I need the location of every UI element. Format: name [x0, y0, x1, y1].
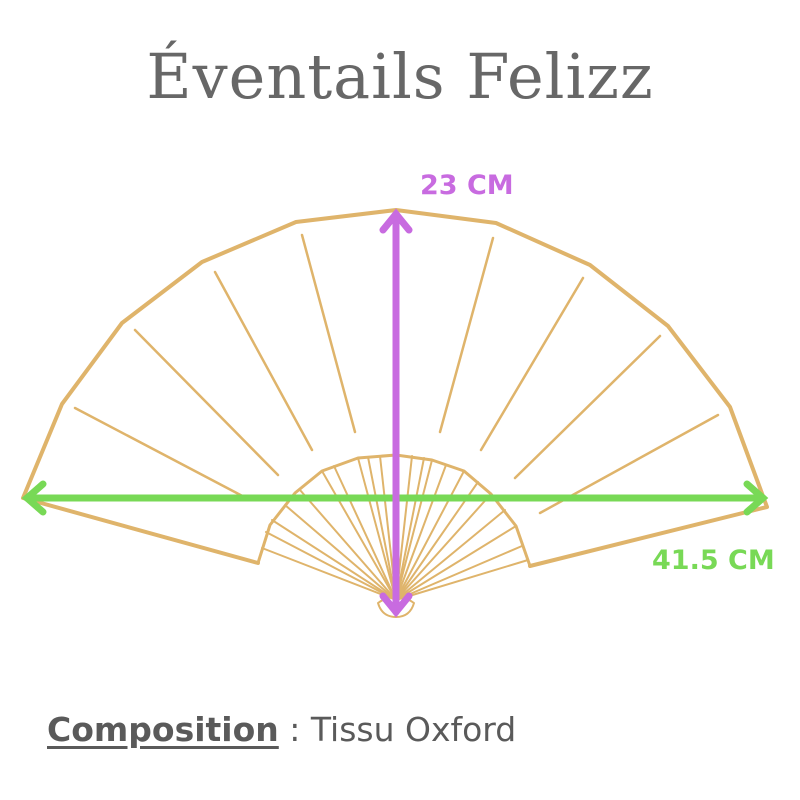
- fan-inner-rib: [271, 519, 397, 601]
- page-title: Éventails Felizz: [146, 40, 654, 113]
- fan-inner-rib: [395, 545, 523, 601]
- fan-inner-rib: [261, 547, 397, 601]
- height-label: 23 CM: [420, 170, 514, 201]
- fan-inner-rib: [395, 525, 517, 601]
- fan-inner-rib: [367, 456, 397, 601]
- fan-inner-rib: [357, 457, 397, 601]
- fan-inner-rib: [321, 470, 397, 601]
- fan-inner-rib: [395, 464, 447, 601]
- fan-inner-rib: [395, 457, 425, 601]
- fan-inner-rib: [395, 470, 465, 601]
- composition-label: Composition: [47, 710, 279, 749]
- fan-inner-rib: [284, 504, 397, 601]
- fan-inner-rib: [333, 465, 397, 601]
- width-label: 41.5 CM: [652, 545, 775, 576]
- fan-inner-rib: [395, 559, 529, 601]
- height-arrow: [379, 208, 413, 618]
- fan-inner-ribs: [261, 455, 529, 601]
- fan-inner-rib: [265, 531, 397, 601]
- composition-separator: :: [278, 710, 311, 749]
- fan-inner-rib: [395, 493, 492, 601]
- composition-value: Tissu Oxford: [310, 710, 517, 749]
- fan-inner-rib: [395, 459, 433, 601]
- fan-inner-rib: [395, 481, 479, 601]
- fan-inner-rib: [395, 509, 506, 601]
- fan-inner-rib: [299, 489, 397, 601]
- composition-line: Composition : Tissu Oxford: [47, 710, 516, 749]
